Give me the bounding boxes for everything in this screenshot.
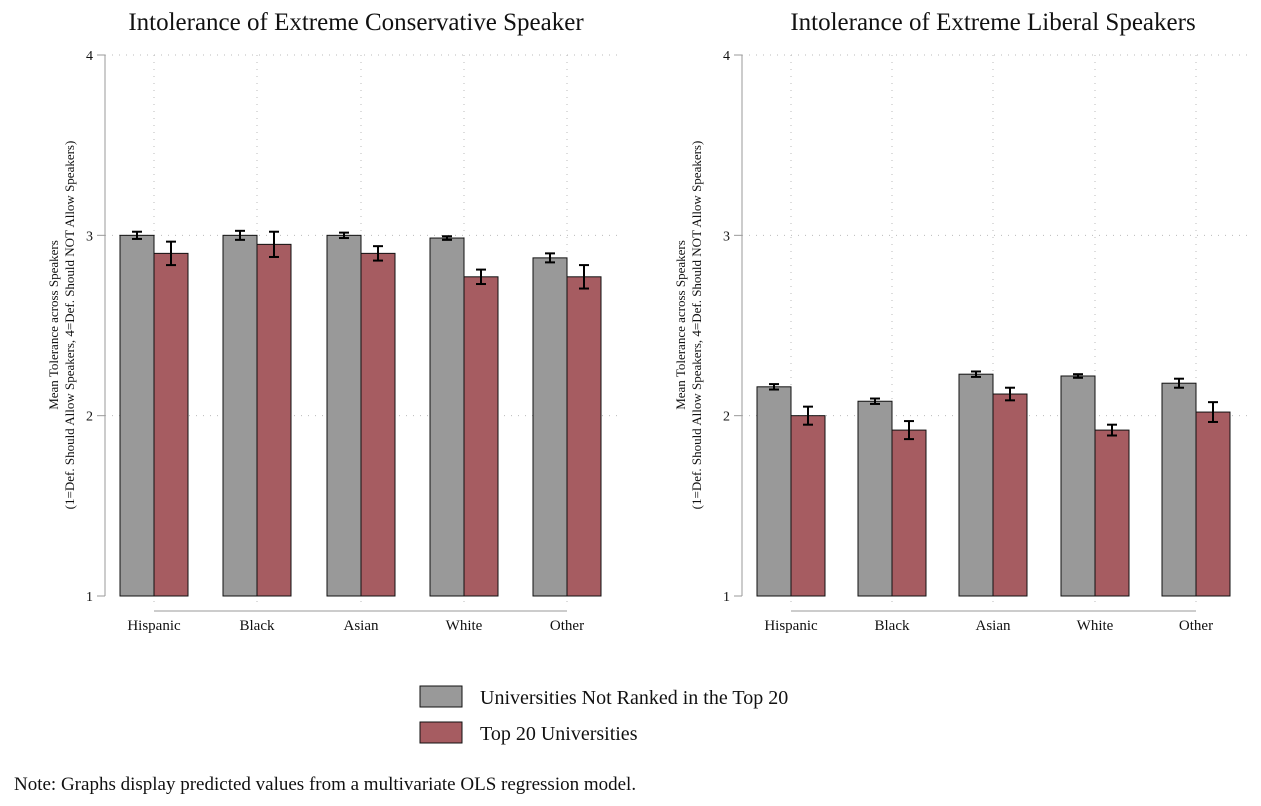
y-tick-label: 2: [723, 410, 730, 425]
legend-label-not-top20: Universities Not Ranked in the Top 20: [480, 687, 788, 709]
x-tick-label: Other: [1179, 618, 1213, 634]
bar-not-top20-other: [1161, 382, 1197, 597]
y-tick-label: 1: [86, 590, 93, 605]
panel-conservative: Intolerance of Extreme Conservative Spea…: [46, 9, 618, 634]
bar-top20-white: [463, 276, 499, 597]
x-tick-label: Hispanic: [764, 618, 818, 634]
bar-top20-asian: [992, 393, 1028, 597]
x-tick-label: White: [446, 618, 483, 634]
bar-top20-other: [1195, 411, 1231, 597]
y-axis-label-line2: (1=Def. Should Allow Speakers, 4=Def. Sh…: [62, 141, 77, 510]
y-tick-label: 3: [723, 229, 730, 244]
bar-top20-black: [891, 429, 927, 597]
bar-top20-black: [256, 243, 292, 597]
x-tick-label: Other: [550, 618, 584, 634]
y-axis-label-line1: Mean Tolerance across Speakers: [673, 240, 688, 410]
legend: Universities Not Ranked in the Top 20 To…: [419, 685, 788, 745]
bar-not-top20-black: [857, 400, 893, 597]
bar-top20-hispanic: [153, 252, 189, 597]
bar-top20-other: [566, 276, 602, 597]
panel-liberal: Intolerance of Extreme Liberal Speakers …: [673, 9, 1248, 634]
x-tick-label: Black: [240, 618, 275, 634]
bar-not-top20-white: [1060, 375, 1096, 597]
x-tick-label: Asian: [976, 618, 1011, 634]
legend-swatch-top20: [419, 721, 463, 744]
x-tick-label: Hispanic: [127, 618, 181, 634]
bar-top20-hispanic: [790, 415, 826, 597]
bar-top20-asian: [360, 252, 396, 597]
y-tick-label: 1: [723, 590, 730, 605]
chart-title: Intolerance of Extreme Conservative Spea…: [128, 9, 584, 36]
bar-not-top20-hispanic: [756, 386, 792, 597]
note: Note: Graphs display predicted values fr…: [14, 774, 636, 795]
x-tick-label: White: [1077, 618, 1114, 634]
bar-not-top20-asian: [326, 234, 362, 597]
y-tick-label: 4: [723, 49, 730, 64]
legend-label-top20: Top 20 Universities: [480, 723, 638, 745]
bar-not-top20-white: [429, 237, 465, 597]
legend-swatch-not-top20: [419, 685, 463, 708]
y-axis-label-line1: Mean Tolerance across Speakers: [46, 240, 61, 410]
y-axis-label-line2: (1=Def. Should Allow Speakers, 4=Def. Sh…: [689, 141, 704, 510]
y-tick-label: 2: [86, 410, 93, 425]
bar-not-top20-black: [222, 234, 258, 597]
x-tick-label: Asian: [344, 618, 379, 634]
bar-top20-white: [1094, 429, 1130, 597]
x-tick-label: Black: [875, 618, 910, 634]
y-tick-label: 4: [86, 49, 93, 64]
chart-title: Intolerance of Extreme Liberal Speakers: [790, 9, 1195, 36]
bar-not-top20-asian: [958, 373, 994, 597]
y-tick-label: 3: [86, 229, 93, 244]
bar-not-top20-hispanic: [119, 234, 155, 597]
bar-not-top20-other: [532, 257, 568, 597]
